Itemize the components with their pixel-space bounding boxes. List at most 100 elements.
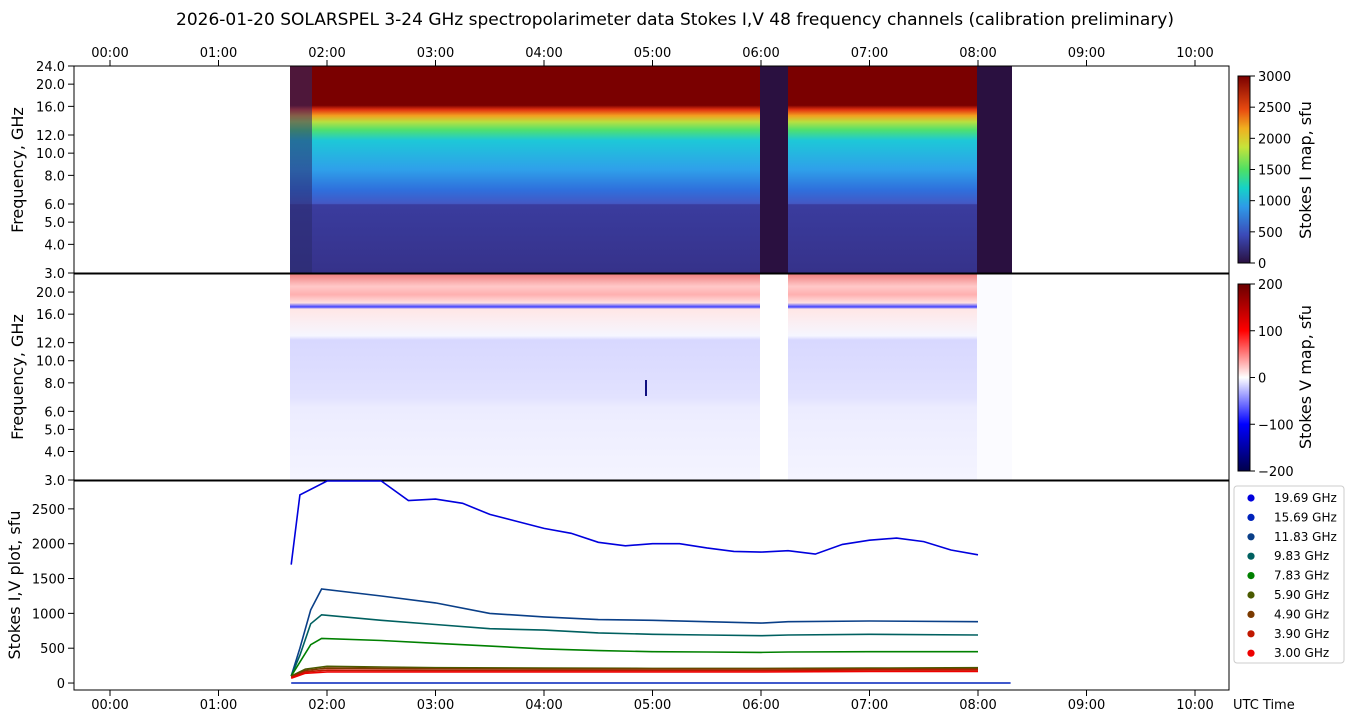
stokes-i-heatmap-body-2 xyxy=(788,66,977,273)
colorbar-tick-label: 1500 xyxy=(1258,164,1291,179)
y-tick-label: 8.0 xyxy=(44,169,65,184)
y-label-2: Frequency, GHz xyxy=(8,314,27,440)
y-tick-label: 16.0 xyxy=(36,100,65,115)
stokes-v-tail xyxy=(977,274,1012,480)
colorbar-tick-label: 100 xyxy=(1258,325,1283,340)
x-axis-label: UTC Time xyxy=(1233,698,1295,713)
x-tick-label-bottom: 07:00 xyxy=(851,698,888,713)
x-tick-label-top: 05:00 xyxy=(634,46,671,61)
x-tick-label-top: 07:00 xyxy=(851,46,888,61)
colorbar-stokes-i-label: Stokes I map, sfu xyxy=(1296,101,1315,239)
legend-marker xyxy=(1247,494,1255,502)
colorbar-tick-label: −200 xyxy=(1258,465,1294,480)
y-tick-label: 8.0 xyxy=(44,377,65,392)
series-line xyxy=(290,637,978,677)
y-tick-label: 6.0 xyxy=(44,198,65,213)
colorbar-tick-label: −100 xyxy=(1258,418,1294,433)
colorbar-tick-label: 0 xyxy=(1258,257,1266,272)
y-tick-label: 500 xyxy=(40,642,65,657)
y-tick-label: 4.0 xyxy=(44,238,65,253)
line-plot-series xyxy=(290,480,1011,684)
y-tick-label: 5.0 xyxy=(44,423,65,438)
colorbar-tick-label: 3000 xyxy=(1258,70,1291,85)
x-tick-label-bottom: 08:00 xyxy=(959,698,996,713)
y-tick-label: 16.0 xyxy=(36,308,65,323)
stokes-iv-plot-panel xyxy=(73,480,1230,691)
y-label-3: Stokes I,V plot, sfu xyxy=(5,511,24,660)
chart-title: 2026-01-20 SOLARSPEL 3-24 GHz spectropol… xyxy=(176,10,1174,30)
colorbar-stokes-i: 3000 2500 2000 1500 1000 500 0 xyxy=(1237,70,1291,272)
stokes-i-frame xyxy=(73,65,1230,274)
x-tick-label-top: 10:00 xyxy=(1176,46,1213,61)
legend-marker xyxy=(1247,630,1255,638)
x-tick-label-top: 04:00 xyxy=(525,46,562,61)
legend-box xyxy=(1233,485,1345,664)
colorbar-tick-label: 200 xyxy=(1258,278,1283,293)
legend-marker xyxy=(1247,572,1255,580)
x-tick-label-top: 01:00 xyxy=(200,46,237,61)
series-line xyxy=(290,670,978,679)
colorbar-tick-label: 2500 xyxy=(1258,101,1291,116)
y-tick-label: 10.0 xyxy=(36,355,65,370)
stokes-v-frame xyxy=(73,273,1230,481)
series-line xyxy=(290,588,979,677)
x-tick-label-bottom: 06:00 xyxy=(742,698,779,713)
y-tick-label: 3.0 xyxy=(44,267,65,282)
colorbar-stokes-v-label: Stokes V map, sfu xyxy=(1296,305,1315,449)
y-label-1: Frequency, GHz xyxy=(8,107,27,233)
stokes-v-panel xyxy=(73,273,1230,481)
y-tick-label: 2000 xyxy=(32,538,65,553)
y-tick-label: 12.0 xyxy=(36,337,65,352)
legend-entry: 5.90 GHz xyxy=(1274,588,1329,602)
legend-marker xyxy=(1247,533,1255,541)
colorbar-stokes-v-scale xyxy=(1237,283,1251,472)
y-tick-label: 3.0 xyxy=(44,474,65,489)
y-tick-label: 1000 xyxy=(32,607,65,622)
x-axis-top: 00:00 01:00 02:00 03:00 04:00 05:00 06:00 07:00… xyxy=(91,46,1214,66)
legend-marker xyxy=(1247,610,1255,619)
stokes-v-heatmap-body-2 xyxy=(788,274,977,480)
series-line xyxy=(290,669,978,679)
y-tick-label: 0 xyxy=(57,677,65,692)
x-tick-label-bottom: 10:00 xyxy=(1176,698,1213,713)
legend-entry: 4.90 GHz xyxy=(1274,607,1329,621)
x-tick-label-top: 06:00 xyxy=(742,46,779,61)
x-tick-label-bottom: 05:00 xyxy=(634,698,671,713)
colorbar-tick-label: 1000 xyxy=(1258,195,1291,210)
y-tick-label: 20.0 xyxy=(36,78,65,93)
legend-marker xyxy=(1247,513,1255,522)
legend-entry: 15.69 GHz xyxy=(1274,510,1337,524)
x-tick-label-top: 09:00 xyxy=(1068,46,1105,61)
y-tick-label: 20.0 xyxy=(36,286,65,301)
stokes-i-onset xyxy=(290,66,312,273)
stokes-i-gap-2 xyxy=(977,66,1012,273)
y-tick-label: 1500 xyxy=(32,573,65,588)
x-tick-label-bottom: 03:00 xyxy=(417,698,454,713)
stokes-i-heatmap-body xyxy=(290,66,760,273)
legend-entry: 11.83 GHz xyxy=(1274,530,1337,544)
x-tick-label-bottom: 01:00 xyxy=(200,698,237,713)
colorbar-tick-label: 0 xyxy=(1258,372,1266,387)
stokes-v-spike xyxy=(645,380,647,396)
x-tick-label-bottom: 09:00 xyxy=(1068,698,1105,713)
legend-entry: 3.00 GHz xyxy=(1274,646,1329,660)
legend-marker xyxy=(1247,591,1255,599)
stokes-i-panel xyxy=(73,65,1230,274)
line-plot-frame xyxy=(73,480,1230,691)
legend-entry: 19.69 GHz xyxy=(1274,491,1337,505)
y-tick-label: 4.0 xyxy=(44,446,65,461)
series-line xyxy=(290,667,978,678)
legend-marker xyxy=(1247,649,1255,657)
y-tick-label: 10.0 xyxy=(36,147,65,162)
x-tick-label-bottom: 04:00 xyxy=(525,698,562,713)
y-tick-label: 6.0 xyxy=(44,405,65,420)
legend-entry: 3.90 GHz xyxy=(1274,627,1329,641)
y-tick-label: 5.0 xyxy=(44,216,65,231)
y-tick-label: 2500 xyxy=(32,503,65,518)
legend-entry: 9.83 GHz xyxy=(1274,549,1329,563)
series-line xyxy=(290,613,979,677)
colorbar-stokes-v: 200 100 0 −100 −200 xyxy=(1237,278,1294,480)
x-tick-label-bottom: 02:00 xyxy=(308,698,345,713)
x-tick-label-top: 00:00 xyxy=(91,46,128,61)
